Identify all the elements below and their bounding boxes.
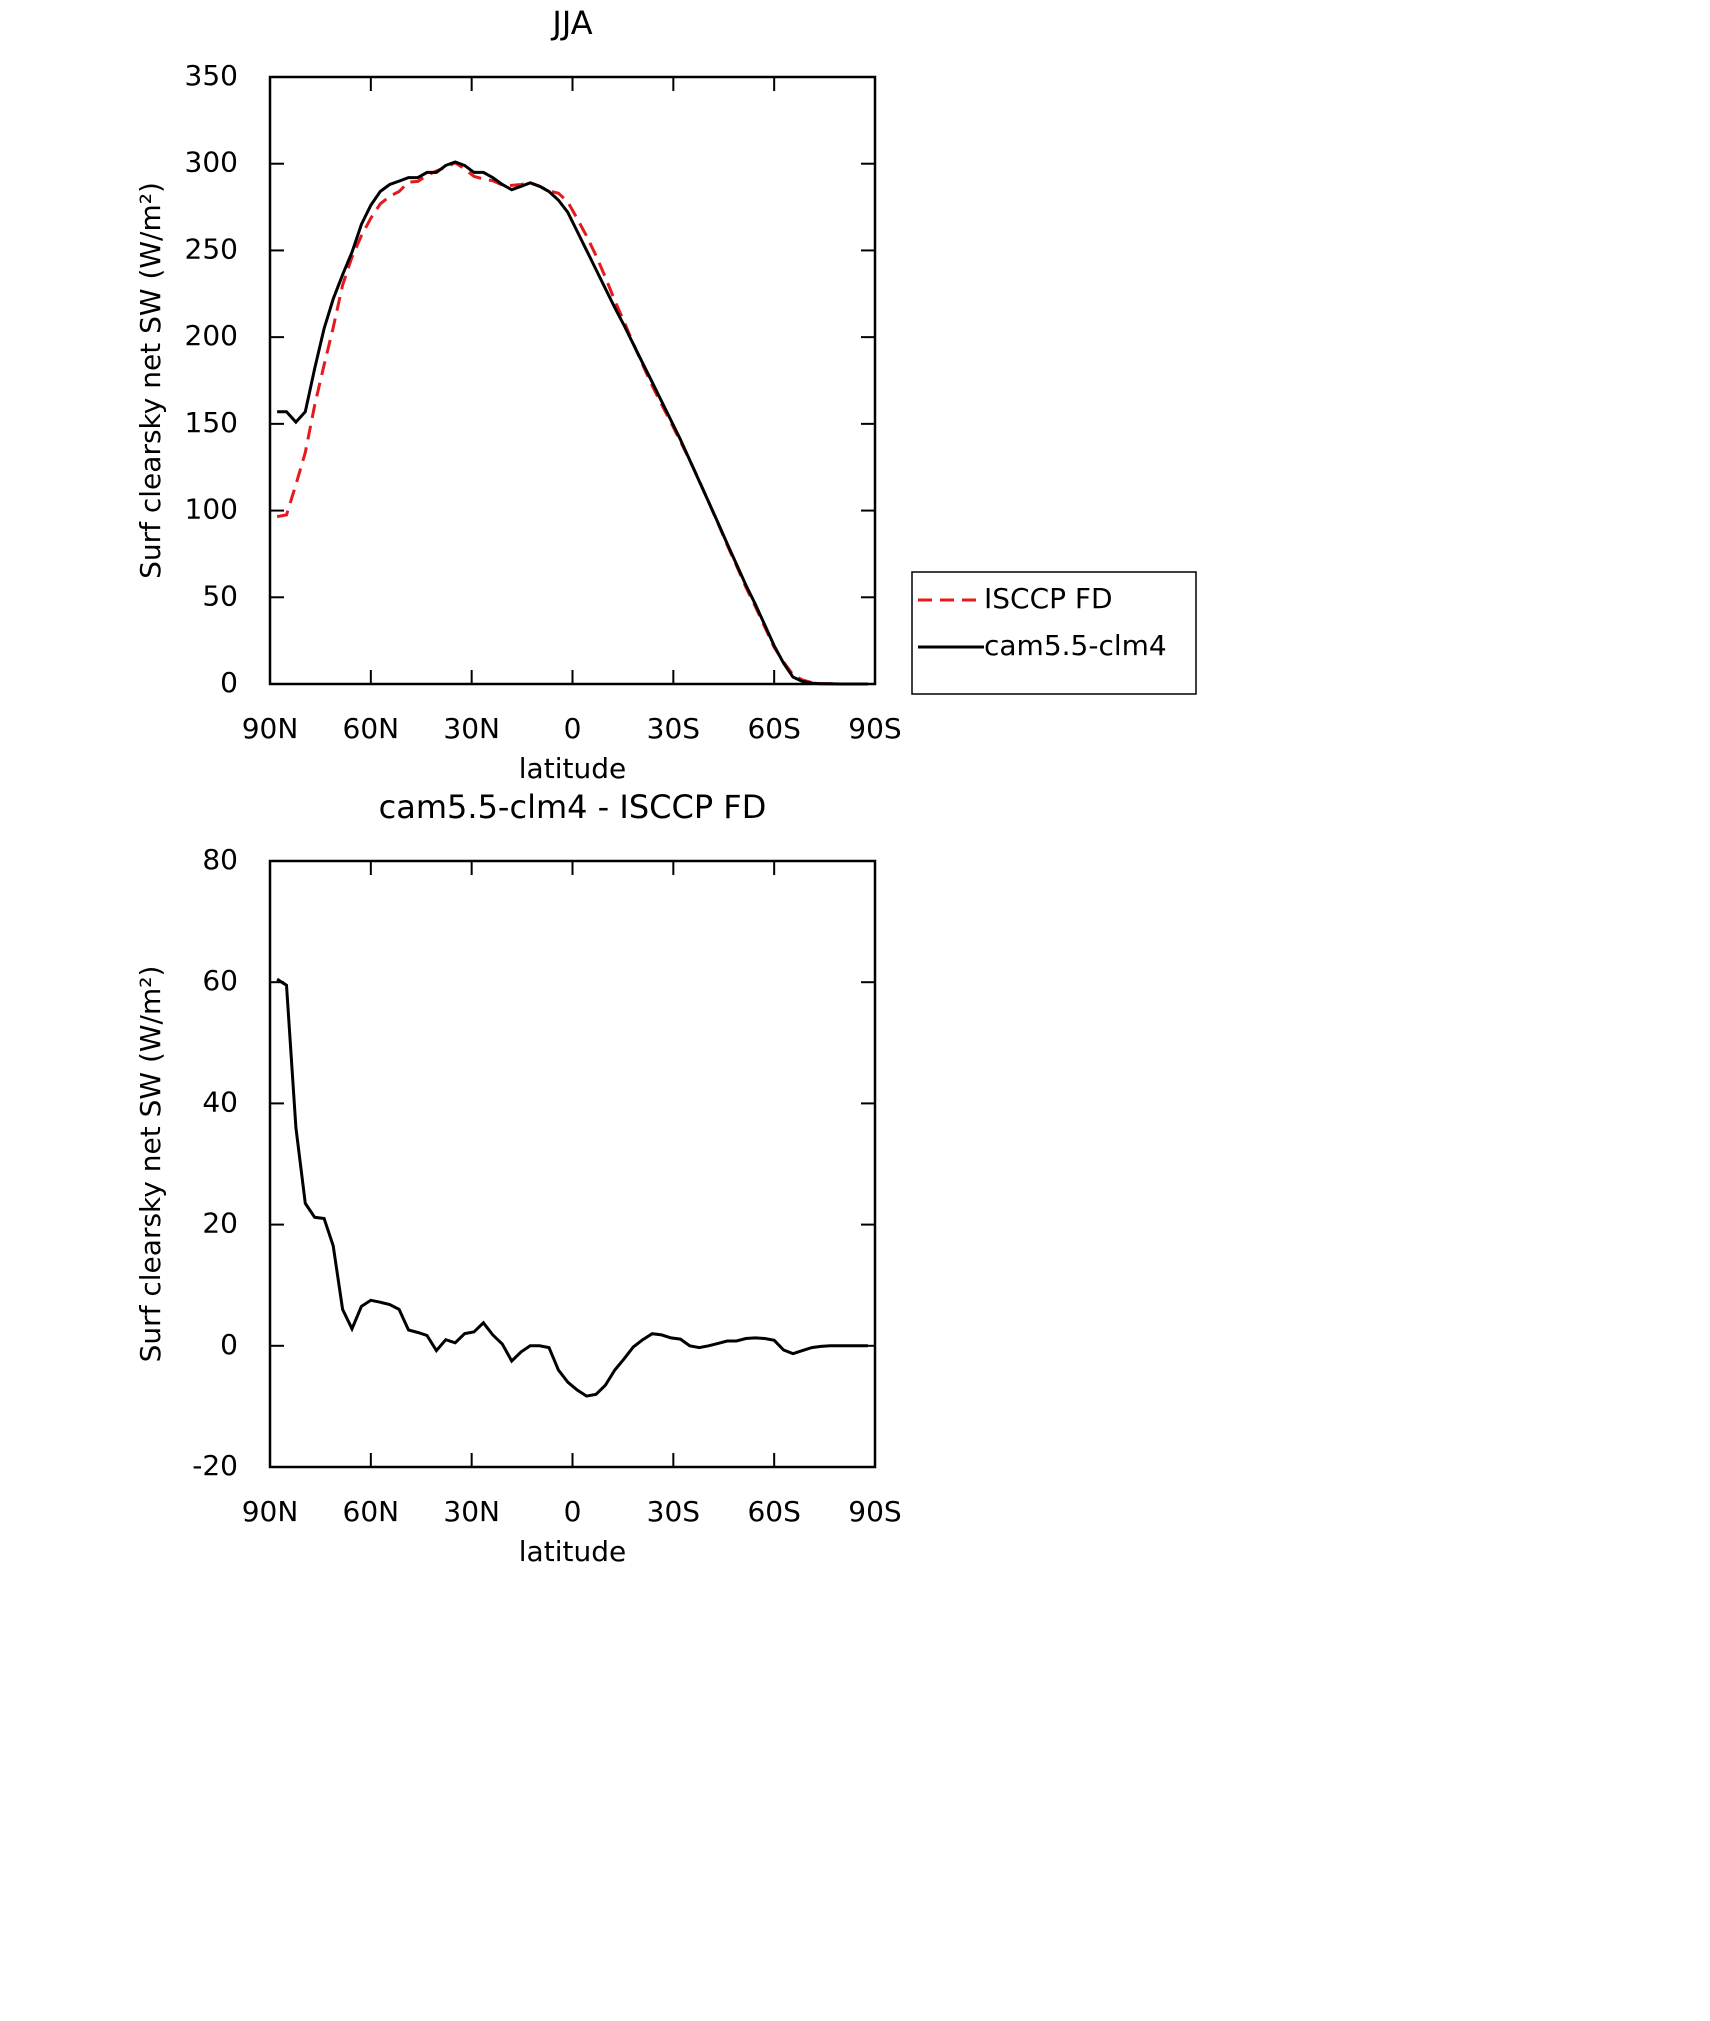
y-tick-label: 150 [185,406,238,439]
y-tick-label: -20 [192,1449,238,1482]
x-tick-label: 90S [848,712,901,745]
x-tick-label: 60N [343,1495,400,1528]
x-tick-label: 30S [647,712,700,745]
y-tick-label: 20 [202,1207,238,1240]
y-tick-label: 250 [185,232,238,265]
legend-label: ISCCP FD [984,582,1113,615]
plot-frame [268,75,877,686]
x-tick-label: 90S [848,1495,901,1528]
x-axis-label: latitude [519,1535,626,1568]
x-tick-label: 0 [564,1495,582,1528]
x-tick-label: 30S [647,1495,700,1528]
y-axis-label: Surf clearsky net SW (W/m²) [134,966,167,1363]
plot-frame [268,859,877,1469]
data-line [276,161,868,686]
y-tick-label: 350 [185,59,238,92]
data-line [276,977,868,1398]
legend-box [911,571,1197,695]
y-tick-label: 300 [185,146,238,179]
chart-title: cam5.5-clm4 - ISCCP FD [379,788,767,826]
x-tick-label: 0 [564,712,582,745]
x-tick-label: 30N [443,1495,500,1528]
y-tick-label: 80 [202,843,238,876]
x-tick-label: 90N [242,712,299,745]
x-tick-label: 60S [747,1495,800,1528]
y-tick-label: 200 [185,319,238,352]
x-tick-label: 90N [242,1495,299,1528]
x-tick-label: 60S [747,712,800,745]
x-tick-label: 60N [343,712,400,745]
y-tick-label: 50 [202,579,238,612]
y-tick-label: 100 [185,493,238,526]
y-axis-label: Surf clearsky net SW (W/m²) [134,182,167,579]
y-tick-label: 60 [202,964,238,997]
legend-label: cam5.5-clm4 [984,629,1167,662]
data-line [277,160,868,686]
y-tick-label: 40 [202,1085,238,1118]
x-axis-label: latitude [519,752,626,785]
chart-title: JJA [550,4,592,42]
x-tick-label: 30N [443,712,500,745]
y-tick-label: 0 [220,666,238,699]
y-tick-label: 0 [220,1328,238,1361]
